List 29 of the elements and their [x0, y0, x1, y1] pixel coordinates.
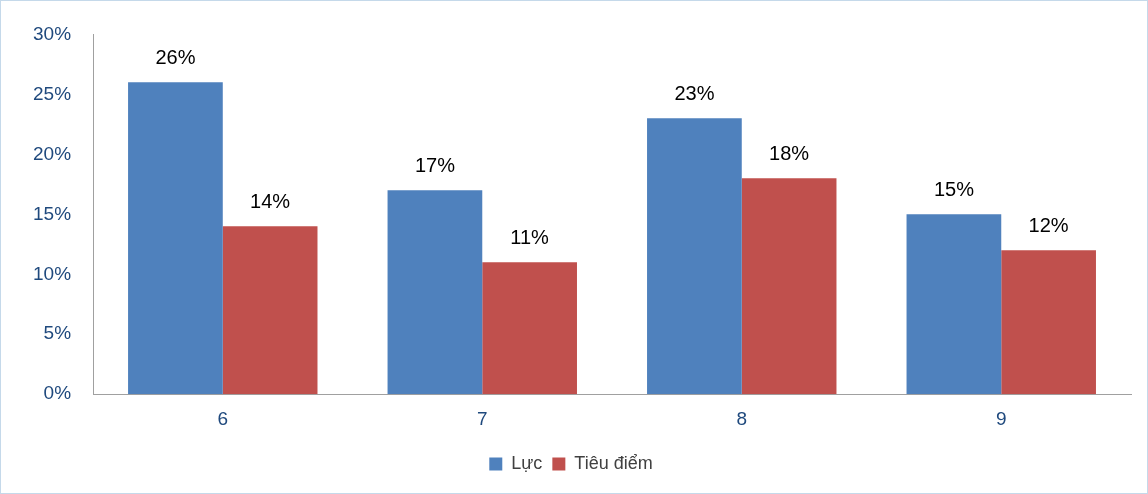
data-label: 15%	[933, 177, 975, 200]
y-tick-label: 0%	[43, 382, 72, 404]
bar	[1001, 250, 1096, 395]
data-label: 17%	[414, 153, 456, 176]
bar	[387, 190, 483, 395]
x-tick-label: 7	[476, 407, 488, 429]
x-tick-label: 6	[217, 407, 229, 429]
bar	[222, 226, 318, 395]
data-label: 26%	[155, 45, 196, 68]
y-tick-label: 10%	[33, 262, 72, 284]
bar	[482, 262, 577, 395]
y-tick-label: 5%	[43, 322, 72, 344]
data-label: 14%	[250, 189, 291, 212]
bar	[741, 178, 837, 395]
y-tick-label: 20%	[33, 142, 72, 164]
y-tick-label: 15%	[33, 202, 72, 224]
bar	[647, 118, 742, 395]
data-label: 18%	[769, 141, 810, 164]
data-label: 11%	[510, 225, 550, 248]
x-tick-label: 8	[736, 407, 748, 429]
x-tick-label: 9	[995, 407, 1007, 429]
legend-label: Lực	[511, 452, 543, 473]
bar	[128, 82, 223, 395]
data-label: 23%	[674, 81, 715, 104]
legend-label: Tiêu điểm	[574, 452, 653, 473]
y-tick-label: 30%	[33, 22, 72, 44]
y-tick-label: 25%	[33, 82, 72, 104]
bar	[906, 214, 1002, 395]
data-label: 12%	[1028, 213, 1069, 236]
